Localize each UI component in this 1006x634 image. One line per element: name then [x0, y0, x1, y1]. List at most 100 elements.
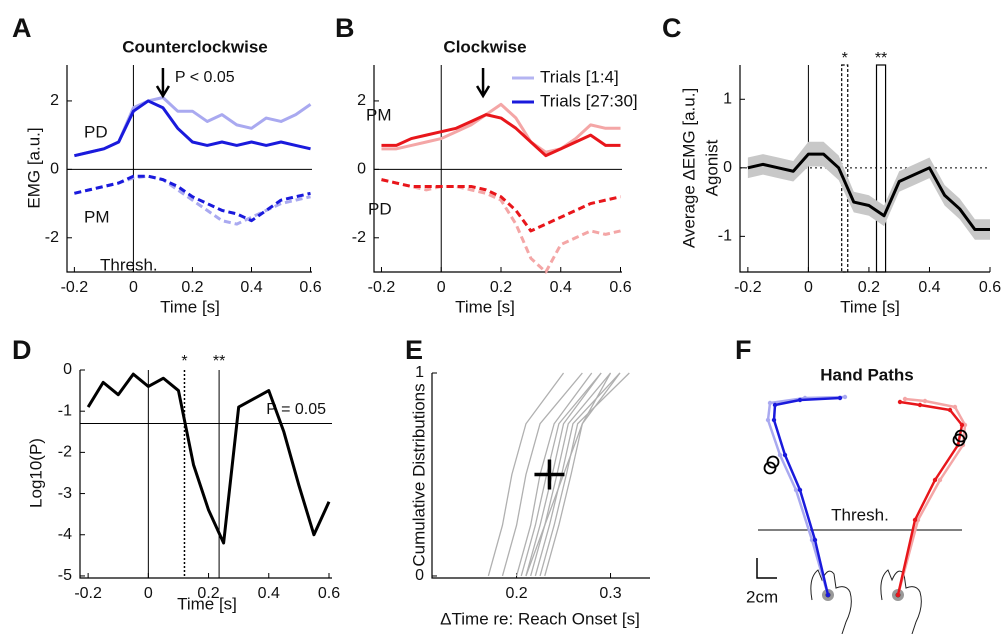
hand-icons: [810, 569, 922, 634]
legend-label: Trials [1:4]: [540, 67, 619, 86]
hand-path: [772, 396, 841, 596]
significance-label: **: [213, 353, 225, 370]
scale-bar: [756, 558, 777, 579]
hand-icon: [810, 569, 852, 634]
x-axis-label: Time [s]: [160, 297, 220, 316]
y-tick-label: -3: [58, 485, 72, 502]
path-point: [793, 487, 799, 493]
axis-spine: [373, 65, 622, 273]
axis-spine: [431, 373, 650, 579]
path-point: [947, 407, 953, 413]
y-tick-label: 0: [50, 161, 59, 178]
significance-label: *: [181, 353, 187, 370]
threshold-crossing: [954, 429, 968, 443]
path-point: [797, 487, 803, 493]
path-point: [932, 477, 938, 483]
cdf-line: [501, 372, 583, 577]
path-point: [772, 402, 778, 408]
x-tick-label: 0: [437, 279, 446, 296]
panel-title: Clockwise: [443, 37, 526, 56]
cdf-line: [487, 372, 565, 577]
data-line: [74, 99, 311, 158]
x-tick-label: 0.4: [550, 279, 572, 296]
x-tick-label: 0: [129, 279, 138, 296]
x-tick-label: 0.2: [197, 585, 219, 602]
path-point: [922, 398, 928, 404]
axis-spine: [79, 370, 332, 579]
y-tick-label: 0: [63, 361, 72, 378]
x-tick-label: 0.2: [505, 585, 527, 602]
x-tick-label: 0.2: [490, 279, 512, 296]
y-axis-label: Cumulative Distributions: [409, 383, 428, 566]
y-tick-label: -1: [718, 228, 732, 245]
path-point: [765, 417, 771, 423]
path-point: [937, 477, 943, 483]
y-axis-label: Agonist: [702, 139, 721, 196]
arrow: [475, 68, 491, 99]
x-axis-label: Time [s]: [455, 297, 515, 316]
significance-label: **: [875, 50, 887, 67]
x-axis-label: ΔTime re: Reach Onset [s]: [440, 609, 640, 628]
threshold-crossing: [766, 455, 780, 469]
y-tick-label: -2: [58, 444, 72, 461]
x-tick-label: -0.2: [734, 279, 762, 296]
threshold-crossing: [763, 461, 777, 475]
annotation: PM: [84, 207, 110, 226]
x-tick-label: 0.4: [918, 279, 940, 296]
y-tick-label: 2: [50, 92, 59, 109]
y-tick-label: -1: [58, 402, 72, 419]
path-point: [842, 394, 848, 400]
y-tick-label: -4: [58, 526, 72, 543]
y-tick-label: 1: [415, 364, 424, 381]
data-line: [747, 152, 990, 232]
panel-letter: A: [12, 13, 32, 43]
threshold-label: Thresh.: [831, 505, 889, 524]
path-point: [837, 395, 843, 401]
x-tick-label: -0.2: [368, 279, 396, 296]
path-point: [812, 537, 818, 543]
annotation: Thresh.: [100, 255, 158, 274]
axis-spine: [739, 65, 990, 273]
data-line: [381, 113, 621, 158]
path-point: [797, 397, 803, 403]
y-axis-label: Log10(P): [26, 438, 45, 508]
panel-letter: E: [405, 335, 423, 365]
axis-spine: [66, 65, 312, 273]
mean-marker: [534, 459, 565, 490]
path-point: [771, 417, 777, 423]
y-tick-label: 0: [723, 159, 732, 176]
x-tick-label: 0: [804, 279, 813, 296]
panel-letter: B: [335, 13, 355, 43]
error-band: [747, 141, 990, 240]
x-axis-label: Time [s]: [177, 594, 237, 613]
path-point: [825, 592, 831, 598]
arrow-label: P < 0.05: [175, 69, 235, 86]
path-point: [912, 517, 918, 523]
hand-icon: [880, 569, 922, 634]
path-point: [959, 422, 965, 428]
x-tick-label: 0.3: [599, 585, 621, 602]
data-line: [74, 174, 311, 223]
y-axis-label: Average ΔEMG [a.u.]: [679, 88, 698, 248]
y-tick-label: -2: [45, 229, 59, 246]
y-tick-label: 2: [357, 92, 366, 109]
x-tick-label: 0.4: [240, 279, 262, 296]
x-tick-label: 0: [144, 585, 153, 602]
panel-letter: D: [12, 335, 32, 365]
x-tick-label: -0.2: [61, 279, 89, 296]
annotation: PD: [368, 199, 392, 218]
annotation: PD: [84, 122, 108, 141]
annotation: PM: [366, 105, 392, 124]
data-line: [381, 102, 621, 154]
x-tick-label: 0.6: [979, 279, 1001, 296]
significance-label: *: [842, 50, 848, 67]
x-tick-label: 0.2: [181, 279, 203, 296]
arrow: [155, 68, 171, 99]
legend-label: Trials [27:30]: [540, 91, 638, 110]
cdf-line: [544, 372, 612, 577]
path-point: [895, 592, 901, 598]
y-tick-label: 1: [723, 90, 732, 107]
hand-path: [766, 395, 846, 596]
path-point: [782, 452, 788, 458]
